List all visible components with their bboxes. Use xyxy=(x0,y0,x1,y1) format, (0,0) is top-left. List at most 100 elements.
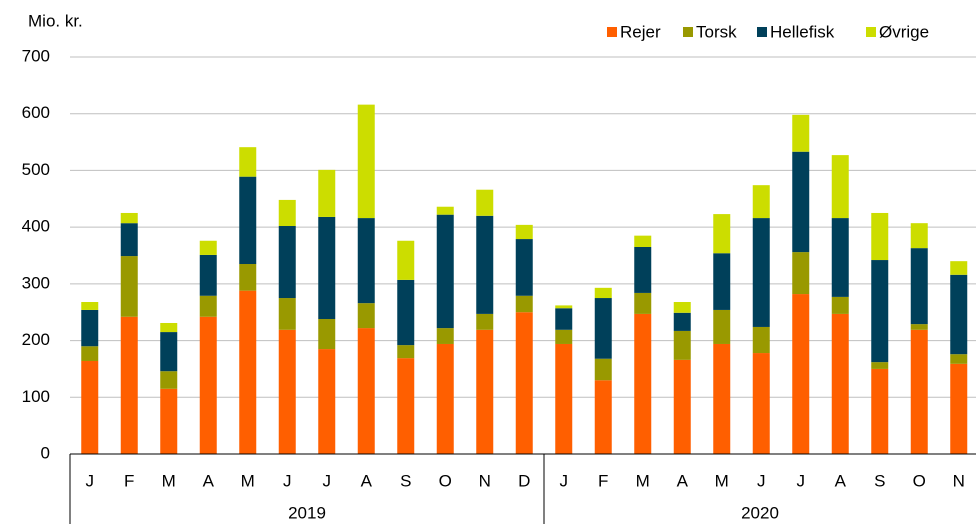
bar-segment xyxy=(318,319,336,350)
bar-segment xyxy=(318,216,336,320)
y-tick-label: 700 xyxy=(22,46,50,65)
y-tick-label: 200 xyxy=(22,330,50,349)
bar-segment xyxy=(713,309,731,344)
legend-label: Øvrige xyxy=(879,22,929,41)
bar-segment xyxy=(357,218,375,304)
bar-segment xyxy=(792,151,810,253)
group-label: 2019 xyxy=(288,503,326,522)
bar-segment xyxy=(792,252,810,295)
bar-segment xyxy=(871,368,889,454)
bar-segment xyxy=(713,343,731,454)
bar-segment xyxy=(831,155,849,219)
group-label: 2020 xyxy=(741,503,779,522)
bar-segment xyxy=(910,329,928,454)
y-tick-label: 600 xyxy=(22,103,50,122)
x-tick-label: F xyxy=(598,471,608,490)
bar-segment xyxy=(357,328,375,454)
bar-segment xyxy=(436,206,454,215)
bar-segment xyxy=(278,329,296,454)
bar-segment xyxy=(318,349,336,454)
bar-segment xyxy=(634,235,652,247)
legend-label: Hellefisk xyxy=(770,22,835,41)
bar-segment xyxy=(318,169,336,217)
bar-segment xyxy=(239,290,257,454)
bar-segment xyxy=(673,302,691,313)
x-tick-label: N xyxy=(953,471,965,490)
bar-segment xyxy=(397,279,415,346)
bar-segment xyxy=(673,359,691,454)
bar-segment xyxy=(436,343,454,454)
bar-segment xyxy=(713,253,731,310)
x-tick-label: J xyxy=(86,471,95,490)
bar-segment xyxy=(199,316,217,454)
legend-swatch xyxy=(866,27,876,37)
legend-label: Rejer xyxy=(620,22,661,41)
bar-segment xyxy=(199,240,217,255)
bar-segment xyxy=(594,298,612,359)
x-tick-label: A xyxy=(835,471,847,490)
bar-segment xyxy=(199,254,217,296)
legend-label: Torsk xyxy=(696,22,737,41)
bar-segment xyxy=(910,324,928,330)
x-tick-label: N xyxy=(479,471,491,490)
bar-segment xyxy=(752,326,770,354)
x-tick-label: A xyxy=(677,471,689,490)
bar-segment xyxy=(160,322,178,333)
x-tick-label: J xyxy=(560,471,569,490)
y-tick-label: 400 xyxy=(22,217,50,236)
bar-segment xyxy=(673,312,691,331)
bar-segment xyxy=(792,294,810,454)
bar-segment xyxy=(910,223,928,249)
bar-segment xyxy=(752,185,770,219)
bar-segment xyxy=(476,215,494,314)
legend-swatch xyxy=(607,27,617,37)
bar-segment xyxy=(831,313,849,454)
bar-segment xyxy=(555,329,573,344)
bar-segment xyxy=(594,380,612,454)
bar-segment xyxy=(555,308,573,330)
bar-segment xyxy=(397,345,415,359)
y-tick-label: 500 xyxy=(22,160,50,179)
bar-segment xyxy=(555,343,573,454)
bar-segment xyxy=(752,353,770,454)
bar-segment xyxy=(397,358,415,454)
x-tick-label: M xyxy=(162,471,176,490)
bar-segment xyxy=(81,360,99,454)
bar-segment xyxy=(792,114,810,152)
bar-segment xyxy=(357,104,375,219)
y-axis-label: Mio. kr. xyxy=(28,11,83,30)
bar-segment xyxy=(397,240,415,280)
x-tick-label: J xyxy=(323,471,332,490)
bar-segment xyxy=(831,218,849,297)
bar-segment xyxy=(436,328,454,344)
bar-segment xyxy=(713,214,731,254)
x-tick-label: M xyxy=(636,471,650,490)
bar-segment xyxy=(120,223,138,257)
bar-segment xyxy=(436,214,454,329)
x-tick-label: J xyxy=(283,471,292,490)
x-tick-label: A xyxy=(361,471,373,490)
bar-segment xyxy=(555,305,573,309)
bar-segment xyxy=(752,218,770,327)
x-tick-label: M xyxy=(241,471,255,490)
bar-segment xyxy=(871,260,889,363)
bar-segment xyxy=(634,292,652,314)
bar-segment xyxy=(515,312,533,454)
bar-segment xyxy=(594,287,612,299)
bar-segment xyxy=(278,199,296,227)
bar-segment xyxy=(476,313,494,330)
bar-segment xyxy=(120,256,138,317)
x-tick-label: S xyxy=(874,471,885,490)
bar-segment xyxy=(239,264,257,291)
x-tick-label: D xyxy=(518,471,530,490)
bar-segment xyxy=(515,295,533,313)
x-tick-label: S xyxy=(400,471,411,490)
y-tick-label: 0 xyxy=(41,443,50,462)
bar-segment xyxy=(81,309,99,347)
x-tick-label: A xyxy=(203,471,215,490)
bar-segment xyxy=(278,226,296,299)
x-tick-label: J xyxy=(757,471,766,490)
bar-segment xyxy=(950,261,968,275)
y-tick-label: 100 xyxy=(22,387,50,406)
